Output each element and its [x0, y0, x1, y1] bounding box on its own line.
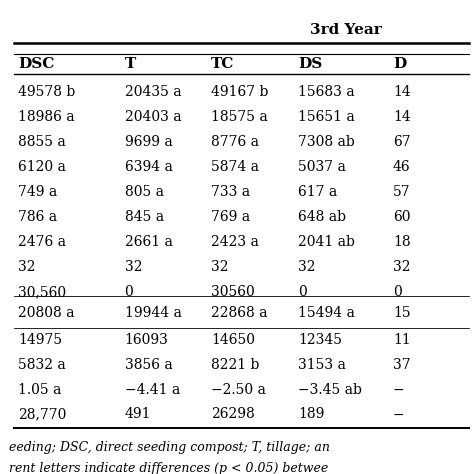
- Text: 14: 14: [393, 85, 410, 100]
- Text: DSC: DSC: [18, 57, 55, 71]
- Text: 20808 a: 20808 a: [18, 306, 75, 320]
- Text: 15683 a: 15683 a: [298, 85, 355, 100]
- Text: 12345: 12345: [298, 333, 342, 346]
- Text: 30,560: 30,560: [18, 285, 67, 299]
- Text: 189: 189: [298, 408, 324, 421]
- Text: 733 a: 733 a: [211, 185, 250, 199]
- Text: −3.45 ab: −3.45 ab: [298, 383, 362, 397]
- Text: 3856 a: 3856 a: [125, 357, 173, 372]
- Text: 19944 a: 19944 a: [125, 306, 182, 320]
- Text: T: T: [125, 57, 136, 71]
- Text: 32: 32: [393, 260, 410, 274]
- Text: 18986 a: 18986 a: [18, 110, 75, 124]
- Text: 648 ab: 648 ab: [298, 210, 346, 224]
- Text: 1.05 a: 1.05 a: [18, 383, 62, 397]
- Text: 2423 a: 2423 a: [211, 235, 259, 249]
- Text: 14650: 14650: [211, 333, 255, 346]
- Text: 9699 a: 9699 a: [125, 136, 173, 149]
- Text: 805 a: 805 a: [125, 185, 164, 199]
- Text: 3rd Year: 3rd Year: [310, 23, 382, 37]
- Text: 26298: 26298: [211, 408, 255, 421]
- Text: 5874 a: 5874 a: [211, 160, 259, 174]
- Text: 491: 491: [125, 408, 151, 421]
- Text: 0: 0: [125, 285, 133, 299]
- Text: 60: 60: [393, 210, 410, 224]
- Text: 57: 57: [393, 185, 410, 199]
- Text: 2476 a: 2476 a: [18, 235, 66, 249]
- Text: 30560: 30560: [211, 285, 255, 299]
- Text: −4.41 a: −4.41 a: [125, 383, 180, 397]
- Text: 18: 18: [393, 235, 410, 249]
- Text: 32: 32: [211, 260, 228, 274]
- Text: D: D: [393, 57, 406, 71]
- Text: DS: DS: [298, 57, 322, 71]
- Text: 2661 a: 2661 a: [125, 235, 173, 249]
- Text: 6120 a: 6120 a: [18, 160, 66, 174]
- Text: −: −: [393, 383, 404, 397]
- Text: 845 a: 845 a: [125, 210, 164, 224]
- Text: 37: 37: [393, 357, 410, 372]
- Text: 786 a: 786 a: [18, 210, 58, 224]
- Text: 16093: 16093: [125, 333, 168, 346]
- Text: 15651 a: 15651 a: [298, 110, 355, 124]
- Text: −2.50 a: −2.50 a: [211, 383, 266, 397]
- Text: 49167 b: 49167 b: [211, 85, 268, 100]
- Text: 14975: 14975: [18, 333, 63, 346]
- Text: eeding; DSC, direct seeding compost; T, tillage; an: eeding; DSC, direct seeding compost; T, …: [9, 441, 330, 454]
- Text: 18575 a: 18575 a: [211, 110, 268, 124]
- Text: 14: 14: [393, 110, 410, 124]
- Text: 0: 0: [393, 285, 401, 299]
- Text: 28,770: 28,770: [18, 408, 67, 421]
- Text: −: −: [393, 408, 404, 421]
- Text: TC: TC: [211, 57, 235, 71]
- Text: 67: 67: [393, 136, 410, 149]
- Text: 32: 32: [125, 260, 142, 274]
- Text: 32: 32: [18, 260, 36, 274]
- Text: 0: 0: [298, 285, 307, 299]
- Text: 8855 a: 8855 a: [18, 136, 66, 149]
- Text: 8221 b: 8221 b: [211, 357, 259, 372]
- Text: 3153 a: 3153 a: [298, 357, 346, 372]
- Text: rent letters indicate differences (p < 0.05) betwee: rent letters indicate differences (p < 0…: [9, 463, 329, 474]
- Text: 22868 a: 22868 a: [211, 306, 267, 320]
- Text: 20403 a: 20403 a: [125, 110, 181, 124]
- Text: 2041 ab: 2041 ab: [298, 235, 355, 249]
- Text: 5832 a: 5832 a: [18, 357, 66, 372]
- Text: 5037 a: 5037 a: [298, 160, 346, 174]
- Text: 749 a: 749 a: [18, 185, 58, 199]
- Text: 11: 11: [393, 333, 410, 346]
- Text: 617 a: 617 a: [298, 185, 337, 199]
- Text: 8776 a: 8776 a: [211, 136, 259, 149]
- Text: 7308 ab: 7308 ab: [298, 136, 355, 149]
- Text: 15494 a: 15494 a: [298, 306, 355, 320]
- Text: 20435 a: 20435 a: [125, 85, 181, 100]
- Text: 769 a: 769 a: [211, 210, 250, 224]
- Text: 46: 46: [393, 160, 410, 174]
- Text: 6394 a: 6394 a: [125, 160, 173, 174]
- Text: 49578 b: 49578 b: [18, 85, 76, 100]
- Text: 15: 15: [393, 306, 410, 320]
- Text: 32: 32: [298, 260, 315, 274]
